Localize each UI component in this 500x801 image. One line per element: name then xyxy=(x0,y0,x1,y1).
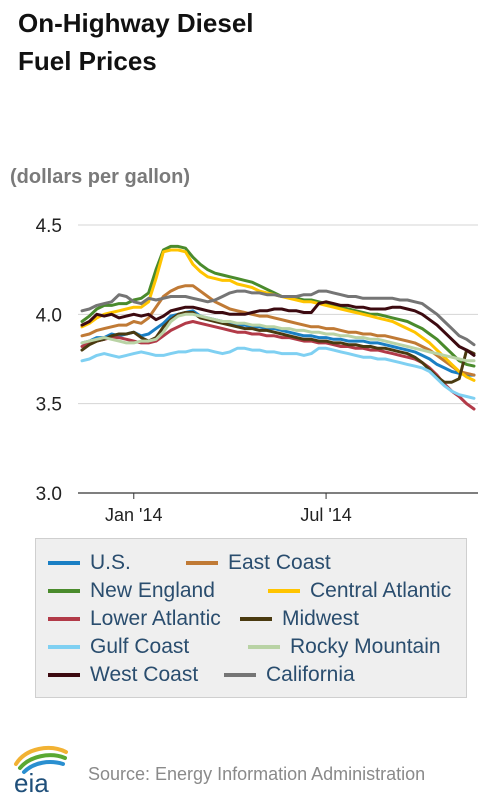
legend-label: U.S. xyxy=(90,551,131,574)
legend-label: Central Atlantic xyxy=(310,579,452,602)
footer: eia Source: Energy Information Administr… xyxy=(0,742,500,800)
line-chart: 3.0 3.5 4.0 4.5 Jan '14 Jul '14 xyxy=(36,216,478,525)
legend-swatch xyxy=(48,645,80,649)
legend-label: Gulf Coast xyxy=(90,635,190,658)
source-text: Source: Energy Information Administratio… xyxy=(88,764,426,784)
legend-label: Lower Atlantic xyxy=(90,607,221,630)
legend-swatch xyxy=(48,561,80,565)
eia-logo: eia xyxy=(10,742,70,798)
chart-title: On-Highway Diesel Fuel Prices xyxy=(18,4,254,80)
legend-item-rocky-mountain: Rocky Mountain xyxy=(248,633,441,661)
series-line-u-s xyxy=(80,309,476,377)
legend-swatch xyxy=(48,589,80,593)
legend-item-lower-atlantic: Lower Atlantic xyxy=(48,605,221,633)
legend-swatch xyxy=(240,617,272,621)
legend-label: New England xyxy=(90,579,215,602)
legend-item-u-s: U.S. xyxy=(48,549,131,577)
units-label: (dollars per gallon) xyxy=(10,166,191,188)
series-line-rocky-mountain xyxy=(80,312,476,363)
legend-swatch xyxy=(48,673,80,677)
chart-title-line1: On-Highway Diesel xyxy=(18,8,254,38)
legend-label: Rocky Mountain xyxy=(290,635,441,658)
y-tick-label: 4.5 xyxy=(36,216,62,237)
legend-swatch xyxy=(248,645,280,649)
legend-swatch xyxy=(48,617,80,621)
series-line-lower-atlantic xyxy=(80,320,476,411)
y-tick-label: 3.0 xyxy=(36,484,62,505)
x-tick-label: Jul '14 xyxy=(300,505,351,525)
legend-label: West Coast xyxy=(90,663,199,686)
legend-item-central-atlantic: Central Atlantic xyxy=(268,577,451,605)
legend-label: California xyxy=(266,663,355,686)
legend-swatch xyxy=(186,561,218,565)
legend-item-midwest: Midwest xyxy=(240,605,359,633)
legend-item-west-coast: West Coast xyxy=(48,661,198,689)
series-line-gulf-coast xyxy=(80,346,476,400)
series-line-california xyxy=(80,289,476,347)
svg-text:eia: eia xyxy=(14,768,49,796)
chart-legend: U.S. East Coast New England Central Atlanti… xyxy=(35,538,467,698)
legend-swatch xyxy=(224,673,256,677)
legend-item-california: California xyxy=(224,661,355,689)
legend-item-gulf-coast: Gulf Coast xyxy=(48,633,189,661)
y-tick-label: 3.5 xyxy=(36,395,62,416)
series-line-west-coast xyxy=(80,300,476,357)
chart-title-line2: Fuel Prices xyxy=(18,46,157,76)
x-tick-label: Jan '14 xyxy=(105,505,162,525)
legend-item-new-england: New England xyxy=(48,577,215,605)
series-line-east-coast xyxy=(80,284,476,377)
y-tick-label: 4.0 xyxy=(36,305,62,326)
legend-swatch xyxy=(268,589,300,593)
legend-label: Midwest xyxy=(282,607,360,630)
legend-item-east-coast: East Coast xyxy=(186,549,331,577)
legend-label: East Coast xyxy=(228,551,331,574)
